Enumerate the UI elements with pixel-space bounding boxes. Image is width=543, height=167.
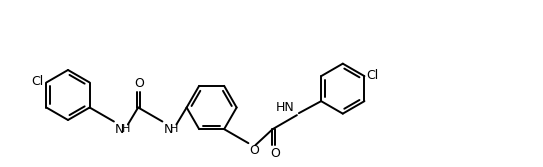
Text: HN: HN xyxy=(276,101,295,114)
Text: H: H xyxy=(122,124,130,134)
Text: N: N xyxy=(115,123,124,135)
Text: O: O xyxy=(249,144,259,157)
Text: Cl: Cl xyxy=(31,75,43,88)
Text: Cl: Cl xyxy=(367,69,378,82)
Text: O: O xyxy=(271,147,281,160)
Text: N: N xyxy=(163,123,173,135)
Text: O: O xyxy=(134,76,144,90)
Text: H: H xyxy=(170,124,178,134)
